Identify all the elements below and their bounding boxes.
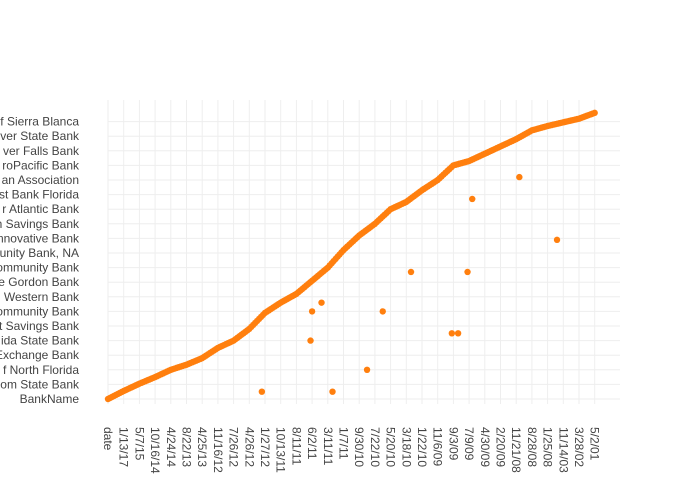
x-tick-label: 4/26/12 [242, 427, 256, 467]
x-tick-label: 7/9/09 [462, 427, 476, 461]
outlier-point [407, 268, 415, 276]
x-tick-label: date [101, 427, 115, 451]
y-tick-label: nnovative Bank [0, 231, 80, 245]
x-axis-ticks: date 1/13/17 5/7/15 10/16/14 4/24/14 8/22/13 4… [101, 427, 602, 474]
y-tick-label: Exchange Bank [0, 348, 80, 362]
x-tick-label: 5/7/15 [132, 427, 146, 461]
x-tick-label: 1/7/11 [337, 427, 351, 460]
x-tick-label: 9/3/09 [446, 427, 460, 461]
x-tick-label: 11/6/09 [431, 427, 445, 466]
x-tick-label: 7/22/10 [368, 427, 382, 467]
outlier-point [307, 337, 314, 344]
outlier-point [516, 173, 523, 181]
x-tick-label: 1/22/10 [415, 427, 429, 467]
x-tick-label: 1/13/17 [117, 427, 131, 467]
y-tick-label: st Bank Florida [0, 188, 79, 202]
x-tick-label: 9/30/10 [352, 427, 366, 467]
outlier-point [329, 388, 336, 395]
y-tick-label: ommunity Bank [0, 304, 80, 318]
x-tick-label: 6/2/11 [305, 427, 319, 460]
outlier-point [454, 330, 462, 337]
y-tick-label: ommunity Bank [0, 261, 80, 275]
x-tick-label: 4/25/13 [195, 427, 209, 467]
x-tick-label: 1/25/08 [541, 427, 555, 467]
y-tick-label: f Sierra Blanca [0, 115, 79, 129]
x-tick-label: 8/22/13 [180, 427, 194, 467]
x-tick-label: 4/30/09 [478, 427, 492, 467]
x-tick-label: 10/16/14 [148, 427, 162, 474]
main-series [104, 109, 598, 403]
grid [107, 100, 620, 404]
y-tick-label: unity Bank, NA [0, 246, 79, 260]
x-tick-label: 5/20/10 [384, 427, 398, 467]
outlier-point [318, 299, 325, 306]
y-tick-label: BankName [20, 392, 80, 406]
x-tick-label: 4/24/14 [164, 427, 178, 467]
x-tick-label: 5/2/01 [588, 427, 602, 461]
outlier-point [448, 330, 456, 337]
x-tick-label: 8/11/11 [289, 427, 303, 466]
y-tick-label: f North Florida [3, 363, 79, 377]
x-tick-label: 11/21/08 [509, 427, 523, 473]
y-tick-label: ver Falls Bank [3, 144, 80, 158]
y-tick-label: t Savings Bank [0, 319, 80, 333]
x-tick-label: 3/28/02 [572, 427, 586, 467]
x-tick-label: 11/14/03 [556, 427, 570, 473]
y-tick-label: e Gordon Bank [0, 275, 80, 289]
outlier-point [464, 268, 471, 276]
outlier-point [553, 236, 561, 244]
y-tick-label: ver State Bank [0, 129, 80, 143]
outlier-point [258, 388, 266, 395]
y-tick-label: roPacific Bank [2, 158, 80, 172]
outlier-point [469, 195, 476, 203]
y-tick-label: ida State Bank [1, 334, 80, 348]
x-tick-label: 8/28/08 [525, 427, 539, 467]
x-tick-label: 1/27/12 [258, 427, 272, 467]
y-tick-label: r Atlantic Bank [2, 202, 80, 216]
x-tick-label: 3/18/10 [399, 427, 413, 467]
x-tick-label: 7/26/12 [227, 427, 241, 467]
outlier-point [308, 308, 316, 315]
y-tick-label: n Savings Bank [0, 217, 80, 231]
data-point [591, 109, 598, 117]
outlier-point [379, 308, 386, 315]
x-tick-label: 3/11/11 [321, 427, 335, 466]
x-tick-label: 10/13/11 [274, 427, 288, 473]
y-tick-label: om State Bank [0, 377, 80, 391]
y-tick-label: an Association [2, 173, 79, 187]
y-tick-label: Western Bank [4, 290, 80, 304]
x-tick-label: 11/16/12 [211, 427, 225, 473]
outlier-point [363, 366, 371, 373]
x-tick-label: 2/20/09 [494, 427, 508, 467]
outlier-points [258, 173, 561, 395]
